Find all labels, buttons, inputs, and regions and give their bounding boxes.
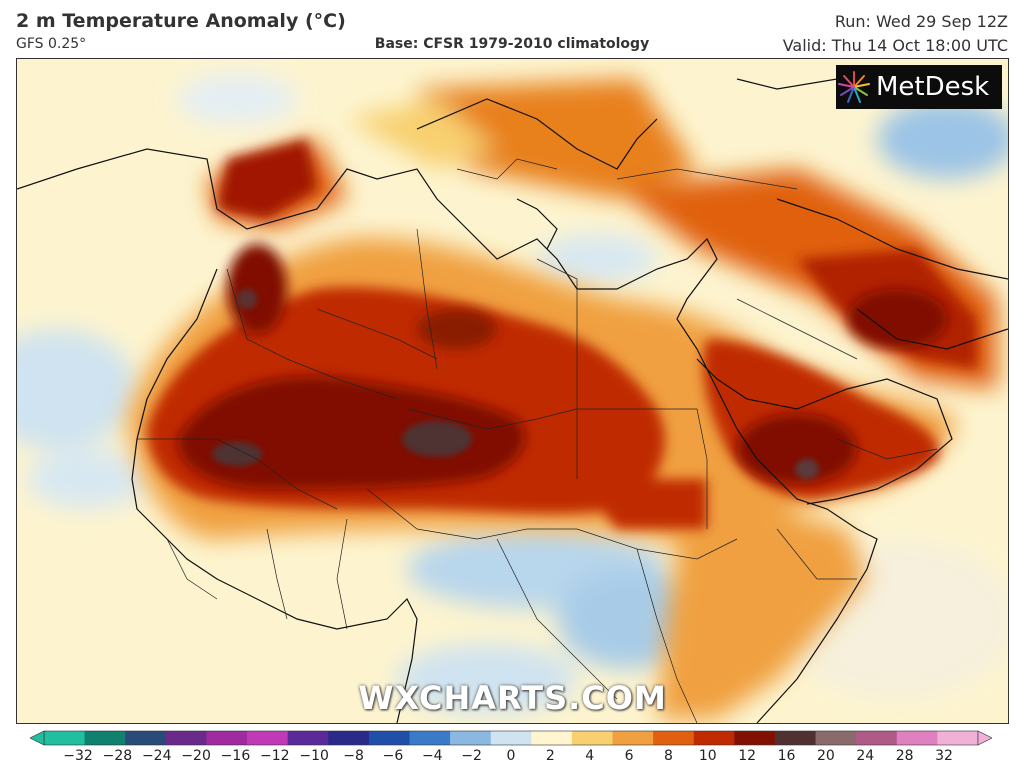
colorbar-segment: [653, 731, 695, 745]
colorbar-tick-label: −32: [63, 748, 93, 764]
colorbar-segment: [165, 731, 207, 745]
colorbar-tick-label: 0: [506, 748, 516, 764]
colorbar-segment: [206, 731, 248, 745]
colorbar-segments: [43, 730, 979, 746]
logo-text: MetDesk: [876, 72, 990, 102]
colorbar: [30, 730, 992, 746]
colorbar-tick-label: 20: [816, 748, 835, 764]
colorbar-tick-label: −10: [299, 748, 329, 764]
colorbar-low-arrow: [30, 730, 45, 746]
colorbar-high-arrow: [977, 730, 992, 746]
colorbar-tick-label: −24: [141, 748, 172, 764]
colorbar-segment: [531, 731, 573, 745]
colorbar-segment: [409, 731, 451, 745]
anomaly-map: [17, 59, 1008, 723]
colorbar-segment: [693, 731, 735, 745]
colorbar-tick-label: −12: [260, 748, 290, 764]
colorbar-segment: [125, 731, 167, 745]
colorbar-segment: [734, 731, 776, 745]
colorbar-segment: [490, 731, 532, 745]
colorbar-segment: [44, 731, 86, 745]
model-label: GFS 0.25°: [16, 36, 87, 52]
colorbar-segment: [287, 731, 329, 745]
colorbar-tick-label: 24: [856, 748, 875, 764]
country-borders: [137, 158, 938, 723]
colorbar-segment: [815, 731, 857, 745]
colorbar-tick-label: −2: [461, 748, 482, 764]
colorbar-segment: [612, 731, 654, 745]
colorbar-segment: [247, 731, 289, 745]
colorbar-segment: [856, 731, 898, 745]
colorbar-tick-label: −4: [421, 748, 443, 764]
colorbar-tick-label: 10: [698, 748, 717, 764]
colorbar-tick-label: 16: [777, 748, 796, 764]
max-anomaly-spots: [212, 289, 819, 479]
metdesk-logo: MetDesk: [836, 65, 1002, 109]
colorbar-tick-label: 2: [545, 748, 555, 764]
colorbar-segment: [896, 731, 938, 745]
colorbar-tick-label: −28: [102, 748, 133, 764]
colorbar-tick-label: 28: [895, 748, 914, 764]
colorbar-tick-label: −8: [343, 748, 364, 764]
coastlines: [17, 78, 1008, 723]
colorbar-tick-label: −6: [382, 748, 404, 764]
colorbar-tick-label: 32: [935, 748, 953, 764]
colorbar-tick-label: 12: [738, 748, 757, 764]
valid-time-label: Valid: Thu 14 Oct 18:00 UTC: [782, 36, 1008, 55]
starburst-logo-icon: [838, 71, 870, 103]
colorbar-tick-label: 4: [585, 748, 595, 764]
colorbar-tick-label: −20: [181, 748, 211, 764]
colorbar-tick-label: 8: [663, 748, 673, 764]
colorbar-segment: [571, 731, 614, 745]
colorbar-segment: [368, 731, 410, 745]
colorbar-segment: [450, 731, 492, 745]
colorbar-tick-label: −16: [220, 748, 251, 764]
map-panel: MetDesk WXCHARTS.COM: [16, 58, 1009, 724]
colorbar-segment: [328, 731, 370, 745]
colorbar-segment: [84, 731, 126, 745]
extreme-anomaly-areas: [177, 244, 947, 489]
run-time-label: Run: Wed 29 Sep 12Z: [834, 12, 1008, 31]
colorbar-tick-labels: −32 −28 −24 −20 −16 −12 −10 −8 −6 −4 −2 0 2 4 6 8 10 12 16…: [0, 748, 1024, 772]
colorbar-segment: [774, 731, 817, 745]
climatology-base-label: Base: CFSR 1979-2010 climatology: [374, 36, 650, 52]
colorbar-tick-label: 6: [624, 748, 634, 764]
header: 2 m Temperature Anomaly (°C) GFS 0.25° B…: [0, 0, 1024, 58]
map-title: 2 m Temperature Anomaly (°C): [16, 10, 346, 32]
watermark: WXCHARTS.COM: [358, 679, 667, 717]
colorbar-segment: [937, 731, 979, 745]
